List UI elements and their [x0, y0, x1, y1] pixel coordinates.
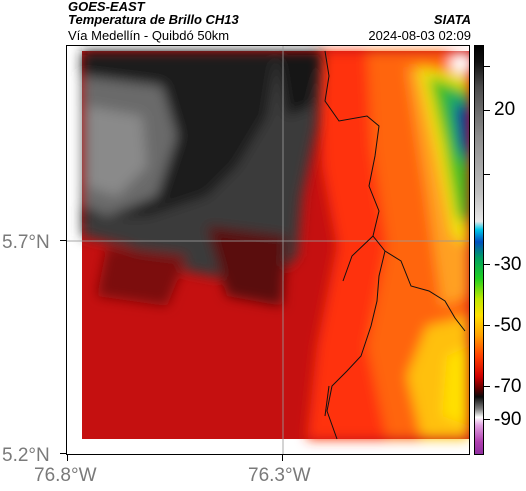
colorbar-label: -30 [494, 254, 522, 275]
colorbar-tick [484, 264, 490, 265]
lon-tick [282, 455, 283, 461]
colorbar-tick [484, 174, 490, 175]
colorbar-tick [484, 66, 490, 67]
brightness-temperature-map [66, 45, 470, 455]
colorbar-tick [484, 386, 490, 387]
product-title: Temperatura de Brillo CH13 [68, 12, 239, 27]
colorbar-label: -90 [494, 409, 522, 430]
colorbar-label: 20 [494, 99, 516, 120]
region-subtitle: Vía Medellín - Quibdó 50km [68, 28, 230, 43]
agency-label: SIATA [433, 12, 471, 27]
lat-tick [60, 240, 66, 241]
lon-label-76-8: 76.8°W [34, 465, 97, 486]
lat-tick [60, 453, 66, 454]
colorbar-label: -70 [494, 376, 522, 397]
timestamp-label: 2024-08-03 02:09 [368, 28, 471, 43]
lat-label-5-7: 5.7°N [2, 232, 50, 253]
lat-label-5-2: 5.2°N [2, 445, 50, 466]
map-image [67, 46, 469, 454]
colorbar-tick [484, 419, 490, 420]
colorbar-tick [484, 110, 490, 111]
colorbar-label: -50 [494, 315, 522, 336]
lon-label-76-3: 76.3°W [248, 465, 311, 486]
colorbar [474, 45, 484, 455]
lon-tick [67, 455, 68, 461]
colorbar-tick [484, 325, 490, 326]
satellite-name: GOES-EAST [68, 0, 145, 14]
